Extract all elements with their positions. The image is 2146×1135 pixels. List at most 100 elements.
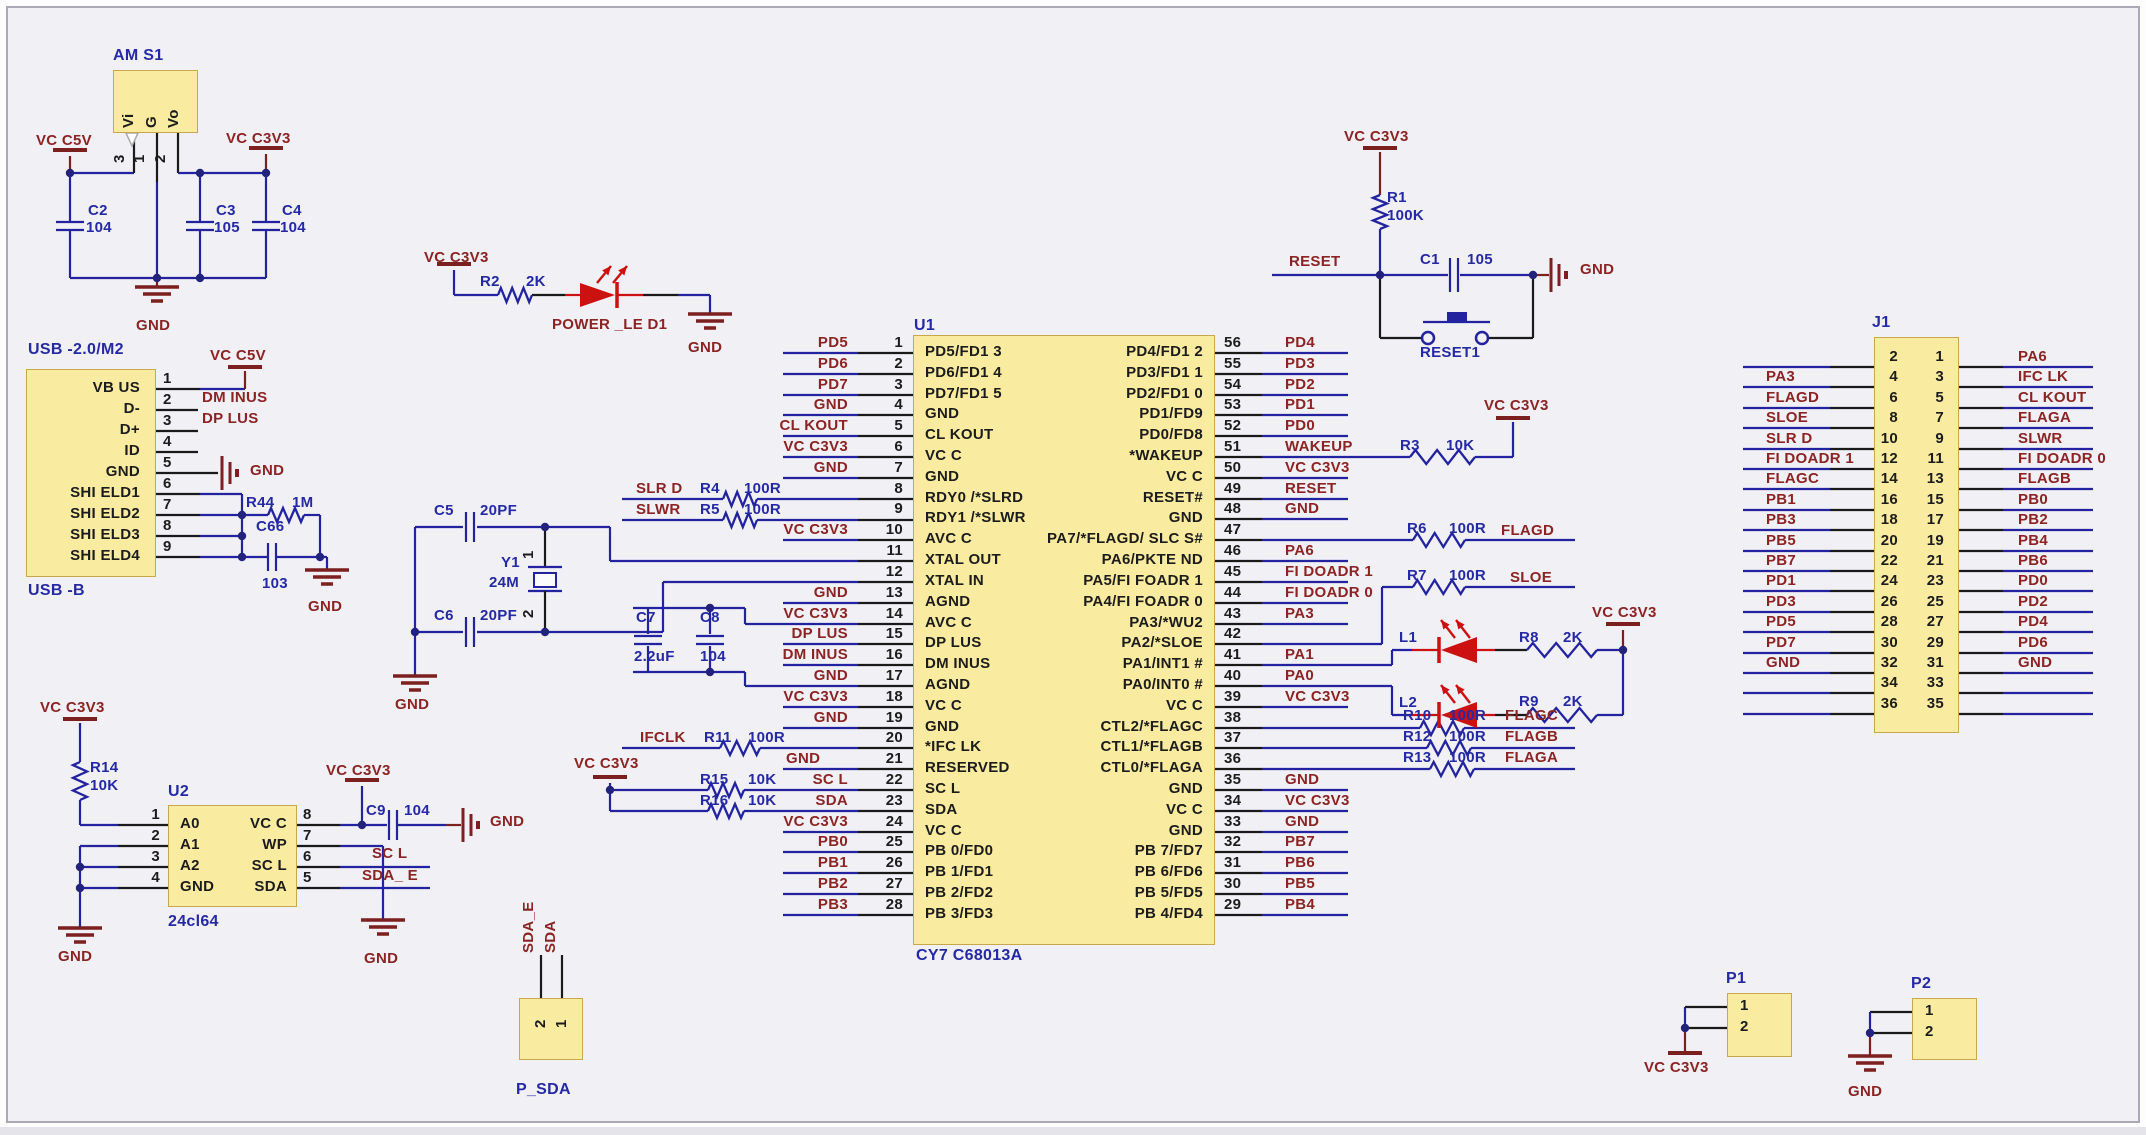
label-29: 29 — [1224, 896, 1242, 913]
label-u1: U1 — [914, 317, 936, 334]
label-gnd: GND — [308, 598, 343, 615]
label-pd5-fd1-3: PD5/FD1 3 — [925, 343, 1002, 360]
label-33: 33 — [1926, 674, 1944, 691]
label-r15: R15 — [700, 771, 729, 788]
label-vc-c: VC C — [925, 822, 963, 839]
label-pd6: PD6 — [817, 355, 848, 372]
label-8: 8 — [1889, 409, 1898, 426]
label-10k: 10K — [90, 777, 119, 794]
label-p1: P1 — [1726, 970, 1747, 987]
label-pa1: PA1 — [1285, 646, 1314, 663]
label-gnd: GND — [1168, 509, 1203, 526]
label-pb-3-fd3: PB 3/FD3 — [925, 905, 994, 922]
label-gnd: GND — [813, 459, 848, 476]
label-sda: SDA — [925, 801, 958, 818]
label-100r: 100R — [748, 729, 786, 746]
label-2k: 2K — [526, 273, 546, 290]
label-dm-inus: DM INUS — [925, 655, 991, 672]
label-pd3: PD3 — [1766, 593, 1797, 610]
label-xtal-out: XTAL OUT — [925, 551, 1002, 568]
label-vc-c3v3: VC C3V3 — [1644, 1059, 1709, 1076]
label-gnd: GND — [925, 405, 960, 422]
label-reset: RESET# — [1142, 489, 1203, 506]
label-25: 25 — [885, 833, 903, 850]
label-cl-kout: CL KOUT — [925, 426, 994, 443]
label-27: 27 — [1926, 613, 1944, 630]
label-pa0: PA0 — [1285, 667, 1314, 684]
label-shi-eld3: SHI ELD3 — [70, 526, 140, 543]
label-pd4: PD4 — [1285, 334, 1316, 351]
label-sc-l: SC L — [925, 780, 961, 797]
label-gnd: GND — [490, 813, 525, 830]
label-36: 36 — [1224, 750, 1242, 767]
label-c66: C66 — [256, 518, 285, 535]
label-gnd: GND — [136, 317, 171, 334]
label-20: 20 — [885, 729, 903, 746]
label-rdy0-slrd: RDY0 /*SLRD — [925, 489, 1024, 506]
label-gnd: GND — [105, 463, 140, 480]
label-2: 2 — [151, 827, 160, 844]
label-pd6: PD6 — [2018, 634, 2049, 651]
label-dp-lus: DP LUS — [925, 634, 982, 651]
label-104: 104 — [700, 648, 726, 665]
label-27: 27 — [885, 875, 903, 892]
label-pa1-int1: PA1/INT1 # — [1122, 655, 1203, 672]
label-3: 3 — [151, 848, 160, 865]
label-pb0: PB0 — [817, 833, 848, 850]
label-vc-c3v3: VC C3V3 — [783, 605, 848, 622]
label-dp-lus: DP LUS — [791, 625, 848, 642]
label-56: 56 — [1224, 334, 1242, 351]
label-r8: R8 — [1519, 629, 1539, 646]
label-gnd: GND — [1285, 771, 1320, 788]
label-22: 22 — [885, 771, 903, 788]
label-2k: 2K — [1563, 629, 1583, 646]
label-pd2-fd1-0: PD2/FD1 0 — [1126, 385, 1203, 402]
label-9: 9 — [894, 500, 903, 517]
label-gnd: GND — [786, 750, 821, 767]
label-gnd: GND — [813, 709, 848, 726]
label-flagb: FLAGB — [2018, 470, 2072, 487]
label-4: 4 — [163, 433, 172, 450]
label-p-sda: P_SDA — [516, 1081, 571, 1098]
label-slr-d: SLR D — [1766, 430, 1813, 447]
label-flagc: FLAGC — [1505, 707, 1559, 724]
label-pd7: PD7 — [1766, 634, 1797, 651]
component-P2 — [1912, 998, 1977, 1060]
label-gnd: GND — [1168, 780, 1203, 797]
label-17: 17 — [885, 667, 903, 684]
label-104: 104 — [86, 219, 112, 236]
label-103: 103 — [262, 575, 288, 592]
component-J1 — [1874, 337, 1959, 733]
label-r9: R9 — [1519, 693, 1539, 710]
label-105: 105 — [214, 219, 240, 236]
label-100r: 100R — [1449, 567, 1487, 584]
label-9: 9 — [1935, 430, 1944, 447]
label-24: 24 — [885, 813, 903, 830]
label-2k: 2K — [1563, 693, 1583, 710]
label-xtal-in: XTAL IN — [925, 572, 985, 589]
label-34: 34 — [1224, 792, 1242, 809]
label-wakeup: *WAKEUP — [1129, 447, 1203, 464]
label-gnd: GND — [688, 339, 723, 356]
label-ifc-lk: IFC LK — [2018, 368, 2069, 385]
label-vc-c3v3: VC C3V3 — [783, 521, 848, 538]
label-vb-us: VB US — [92, 379, 140, 396]
label-5: 5 — [1935, 389, 1944, 406]
label-gnd: GND — [1285, 813, 1320, 830]
label-42: 42 — [1224, 625, 1242, 642]
label-slr-d: SLR D — [636, 480, 683, 497]
label-10k: 10K — [1446, 437, 1475, 454]
canvas-edge — [0, 1127, 2146, 1135]
label-sc-l: SC L — [372, 845, 408, 862]
label-vc-c3v3: VC C3V3 — [1285, 688, 1350, 705]
label-gnd: GND — [813, 396, 848, 413]
label-pd6-fd1-4: PD6/FD1 4 — [925, 364, 1002, 381]
label-shi-eld2: SHI ELD2 — [70, 505, 140, 522]
label-35: 35 — [1224, 771, 1242, 788]
label-sda: SDA — [542, 920, 559, 953]
label-r5: R5 — [700, 501, 720, 518]
label-fi-doadr-1: FI DOADR 1 — [1766, 450, 1855, 467]
label-p2: P2 — [1911, 975, 1932, 992]
label-flaga: FLAGA — [2018, 409, 2072, 426]
